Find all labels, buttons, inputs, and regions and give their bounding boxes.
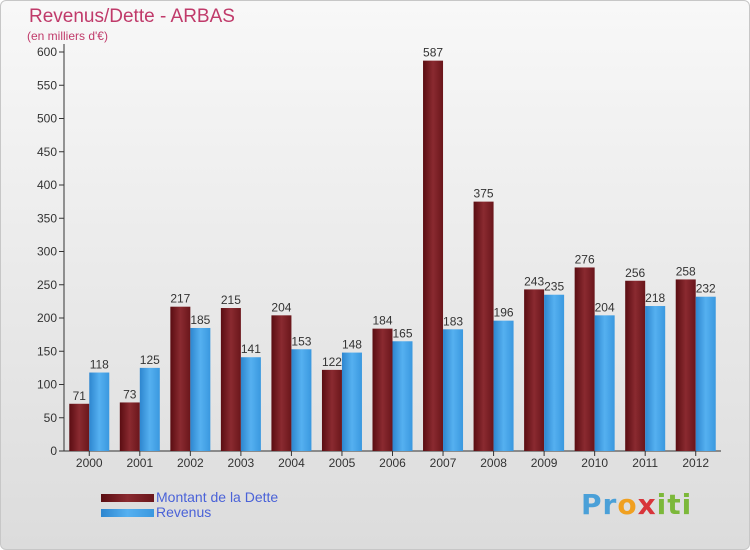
proxiti-logo: Proxiti xyxy=(581,488,693,521)
dette-bar xyxy=(473,201,494,451)
revenus-bar xyxy=(594,315,615,451)
dette-bar xyxy=(423,60,444,452)
revenus-bar xyxy=(392,341,413,451)
dette-bar xyxy=(119,402,140,451)
x-tick-label: 2008 xyxy=(480,456,507,470)
dette-bar-value-label: 217 xyxy=(170,292,190,306)
revenus-bar-value-label: 232 xyxy=(696,282,716,296)
dette-bar xyxy=(170,306,191,451)
revenus-bar xyxy=(291,349,312,451)
x-tick-label: 2009 xyxy=(531,456,558,470)
chart-subtitle: (en milliers d'€) xyxy=(27,29,108,43)
revenus-bar-value-label: 183 xyxy=(443,314,463,328)
revenus-bar-value-label: 148 xyxy=(342,338,362,352)
dette-bar-value-label: 204 xyxy=(271,300,291,314)
legend-label-revenus: Revenus xyxy=(156,504,212,520)
x-tick-label: 2003 xyxy=(228,456,255,470)
y-tick-label: 550 xyxy=(37,78,57,92)
x-tick-label: 2001 xyxy=(126,456,153,470)
revenus-bar-value-label: 153 xyxy=(291,334,311,348)
dette-bar xyxy=(625,280,646,451)
revenus-bar xyxy=(139,367,160,451)
dette-bar xyxy=(524,289,545,451)
y-tick-label: 500 xyxy=(37,112,57,126)
dette-bar-value-label: 258 xyxy=(676,264,696,278)
x-tick-label: 2006 xyxy=(379,456,406,470)
y-tick-label: 0 xyxy=(50,444,57,458)
revenus-bar xyxy=(493,320,514,451)
dette-bar-value-label: 256 xyxy=(625,266,645,280)
x-tick-label: 2010 xyxy=(581,456,608,470)
dette-bar-value-label: 71 xyxy=(73,389,87,403)
y-tick-label: 400 xyxy=(37,178,57,192)
x-tick-label: 2000 xyxy=(76,456,103,470)
x-tick-label: 2012 xyxy=(682,456,709,470)
revenus-bar-value-label: 118 xyxy=(90,358,109,372)
dette-bar-value-label: 375 xyxy=(474,187,494,201)
y-tick-label: 100 xyxy=(37,378,57,392)
y-tick-label: 450 xyxy=(37,145,57,159)
x-tick-label: 2007 xyxy=(430,456,457,470)
legend-swatch-dette xyxy=(101,494,154,502)
dette-bar xyxy=(271,315,292,451)
y-tick-label: 600 xyxy=(37,45,57,59)
revenus-bar-value-label: 204 xyxy=(595,300,615,314)
x-tick-label: 2005 xyxy=(329,456,356,470)
revenus-bar xyxy=(341,352,362,451)
x-tick-label: 2011 xyxy=(632,456,658,470)
revenus-bar xyxy=(645,306,666,451)
revenus-bar-value-label: 196 xyxy=(494,306,514,320)
revenus-bar xyxy=(89,372,110,451)
revenus-bar xyxy=(695,296,716,451)
dette-bar-value-label: 243 xyxy=(524,274,544,288)
revenus-bar xyxy=(240,357,261,451)
dette-bar xyxy=(69,403,90,451)
dette-bar-value-label: 122 xyxy=(322,355,342,369)
y-tick-label: 200 xyxy=(37,311,57,325)
revenus-bar-value-label: 218 xyxy=(645,291,665,305)
dette-bar xyxy=(372,328,393,451)
revenus-bar-value-label: 125 xyxy=(140,353,160,367)
revenus-bar-value-label: 235 xyxy=(544,280,564,294)
dette-bar xyxy=(574,267,595,451)
revenus-bar xyxy=(190,327,211,451)
x-tick-label: 2002 xyxy=(177,456,204,470)
revenus-bar xyxy=(443,329,464,451)
revenus-bar-value-label: 165 xyxy=(392,326,412,340)
dette-bar xyxy=(321,369,342,451)
dette-bar-value-label: 215 xyxy=(221,293,241,307)
y-tick-label: 300 xyxy=(37,245,57,259)
dette-bar-value-label: 276 xyxy=(575,252,595,266)
dette-bar-value-label: 73 xyxy=(123,387,137,401)
dette-bar xyxy=(675,279,696,451)
dette-bar-value-label: 587 xyxy=(423,46,443,60)
chart-title: Revenus/Dette - ARBAS xyxy=(29,6,235,27)
dette-bar-value-label: 184 xyxy=(372,314,392,328)
legend-swatch-revenus xyxy=(101,509,154,517)
y-tick-label: 50 xyxy=(44,411,58,425)
legend-label-dette: Montant de la Dette xyxy=(156,489,279,505)
y-tick-label: 150 xyxy=(37,344,57,358)
revenus-bar xyxy=(544,294,565,451)
x-tick-label: 2004 xyxy=(278,456,305,470)
dette-bar xyxy=(220,308,241,451)
revenus-bar-value-label: 141 xyxy=(241,342,261,356)
revenus-bar-value-label: 185 xyxy=(190,313,210,327)
y-tick-label: 350 xyxy=(37,211,57,225)
y-tick-label: 250 xyxy=(37,278,57,292)
